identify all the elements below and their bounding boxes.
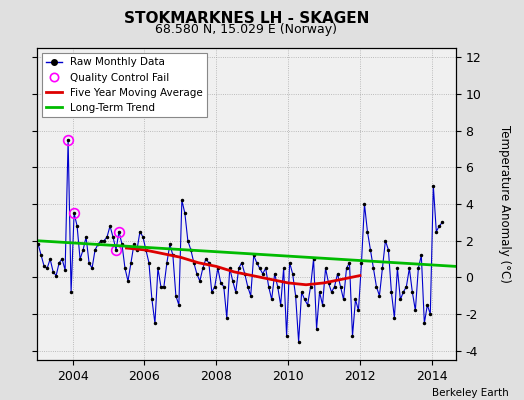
Title: STOKMARKNES LH - SKAGEN: STOKMARKNES LH - SKAGEN: [124, 11, 369, 26]
Y-axis label: Temperature Anomaly (°C): Temperature Anomaly (°C): [498, 125, 511, 283]
Text: Berkeley Earth: Berkeley Earth: [432, 388, 508, 398]
Legend: Raw Monthly Data, Quality Control Fail, Five Year Moving Average, Long-Term Tren: Raw Monthly Data, Quality Control Fail, …: [42, 53, 207, 117]
Text: 68.580 N, 15.029 E (Norway): 68.580 N, 15.029 E (Norway): [155, 22, 337, 36]
